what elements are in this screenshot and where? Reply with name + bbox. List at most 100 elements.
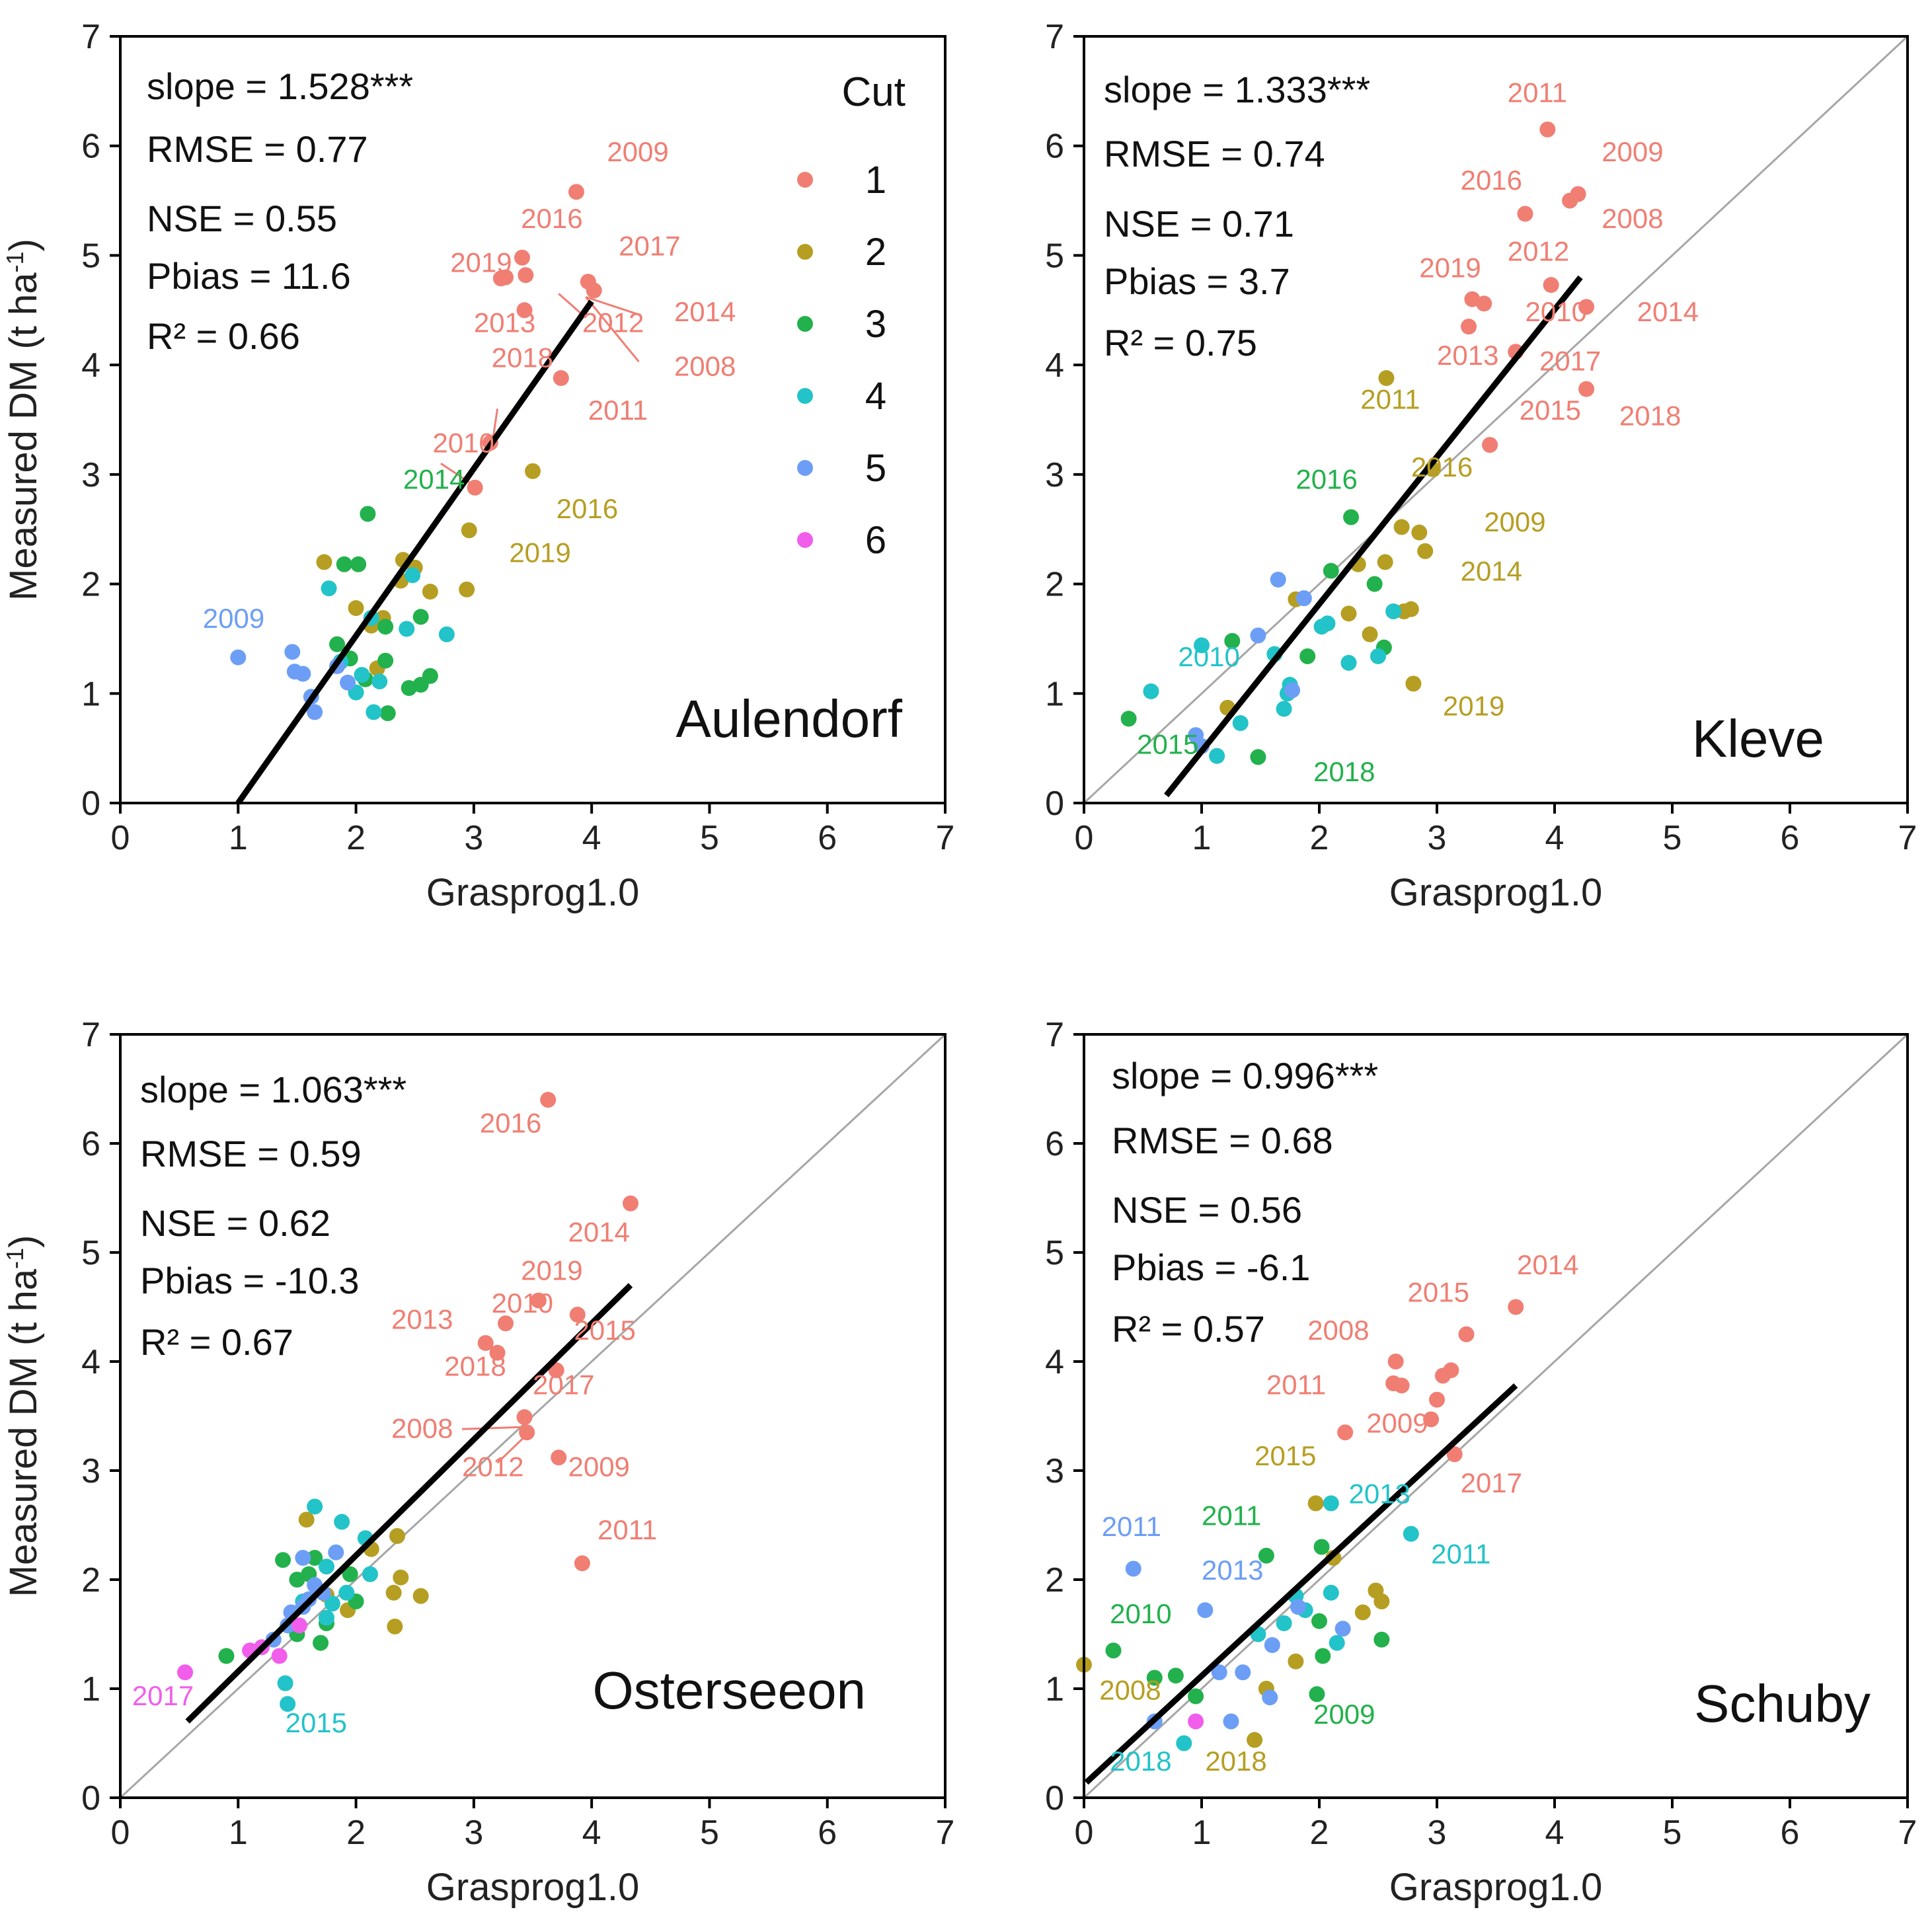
- data-point-cut-4: [1403, 1525, 1419, 1542]
- site-label: Aulendorf: [676, 689, 903, 748]
- data-point-cut-2: [1417, 543, 1434, 559]
- data-point-cut-4: [324, 1595, 340, 1612]
- data-point-cut-1: [540, 1092, 557, 1108]
- data-point-cut-2: [1247, 1732, 1263, 1748]
- x-tick-label: 7: [1898, 1814, 1917, 1852]
- x-tick-label: 2: [1310, 1814, 1329, 1852]
- stats-text: RMSE = 0.74: [1104, 133, 1325, 174]
- stats-text: Pbias = 3.7: [1104, 260, 1290, 302]
- x-tick-label: 4: [1545, 1814, 1565, 1852]
- data-point-cut-3: [329, 636, 346, 652]
- axes-frame: [1083, 1033, 1909, 1799]
- data-point-cut-3: [307, 1550, 323, 1566]
- data-point-cut-6: [271, 1648, 288, 1664]
- y-tick-label: 5: [1045, 237, 1064, 275]
- legend-marker: [797, 316, 813, 332]
- y-tick-label: 4: [1045, 1343, 1064, 1381]
- data-point-cut-5: [1264, 1637, 1280, 1653]
- data-point-cut-4: [307, 1498, 323, 1515]
- x-tick-label: 6: [1781, 819, 1800, 857]
- y-tick-label: 6: [1045, 1125, 1064, 1163]
- year-label: 2017: [1539, 345, 1601, 376]
- year-label: 2014: [1461, 556, 1522, 587]
- data-point-cut-2: [412, 1588, 429, 1604]
- data-point-cut-2: [1362, 626, 1378, 642]
- stats-text: slope = 0.996***: [1112, 1055, 1378, 1096]
- data-point-cut-6: [177, 1664, 194, 1681]
- year-label: 2019: [450, 247, 512, 278]
- data-point-cut-2: [348, 600, 364, 617]
- data-point-cut-3: [1258, 1547, 1274, 1564]
- year-label: 2013: [1202, 1555, 1263, 1586]
- data-point-cut-4: [354, 667, 370, 683]
- y-tick-label: 7: [1045, 1016, 1064, 1054]
- data-point-cut-5: [340, 674, 356, 691]
- year-label: 2016: [1411, 451, 1473, 482]
- x-tick-label: 4: [582, 1814, 601, 1852]
- data-point-cut-4: [280, 1696, 296, 1712]
- data-point-cut-4: [334, 1514, 350, 1530]
- legend-label: 1: [865, 159, 886, 202]
- x-tick-label: 5: [1663, 1814, 1682, 1852]
- stats-text: R² = 0.67: [140, 1321, 293, 1363]
- year-label: 2013: [1349, 1479, 1410, 1510]
- data-point-cut-1: [1482, 437, 1498, 453]
- year-label: 2015: [574, 1315, 635, 1346]
- data-point-cut-3: [218, 1648, 235, 1664]
- year-label: 2014: [1637, 296, 1699, 327]
- x-tick-label: 0: [1075, 1814, 1094, 1852]
- year-label: 2011: [1202, 1500, 1261, 1531]
- data-point-cut-4: [362, 1566, 378, 1582]
- x-tick-label: 6: [818, 819, 837, 857]
- data-point-cut-4: [1319, 615, 1336, 632]
- year-label: 2008: [674, 351, 736, 382]
- y-tick-label: 2: [1045, 566, 1064, 604]
- year-label: 2018: [1110, 1746, 1171, 1777]
- x-axis-label: Grasprog1.0: [1389, 871, 1602, 914]
- year-label: 2016: [557, 493, 618, 524]
- year-label: 2011: [1508, 77, 1567, 108]
- data-point-cut-5: [295, 666, 311, 682]
- data-point-cut-4: [438, 626, 455, 642]
- data-point-cut-5: [1250, 627, 1266, 644]
- year-label: 2010: [1110, 1598, 1171, 1629]
- stats-text: NSE = 0.55: [147, 198, 337, 239]
- data-point-cut-3: [360, 506, 376, 522]
- data-point-cut-6: [291, 1617, 307, 1634]
- data-point-cut-4: [1276, 1615, 1292, 1631]
- data-point-cut-3: [1250, 749, 1266, 765]
- data-point-cut-4: [321, 580, 337, 597]
- year-label: 2010: [432, 428, 494, 459]
- x-tick-label: 2: [346, 1814, 366, 1852]
- data-point-cut-5: [1223, 1713, 1239, 1730]
- data-point-cut-4: [1232, 715, 1249, 732]
- data-point-cut-5: [1197, 1602, 1214, 1619]
- legend-marker: [797, 172, 813, 188]
- year-label: 2018: [1313, 756, 1375, 787]
- data-point-cut-1: [1461, 319, 1477, 335]
- year-label: 2008: [391, 1413, 453, 1444]
- axes-frame: [119, 1033, 947, 1799]
- stats-text: NSE = 0.56: [1112, 1189, 1302, 1231]
- data-point-cut-3: [289, 1572, 305, 1588]
- year-label: 2017: [619, 230, 680, 261]
- data-point-cut-4: [319, 1609, 334, 1626]
- data-point-cut-3: [1299, 648, 1316, 664]
- regression-line: [1084, 1383, 1518, 1785]
- data-point-cut-5: [328, 1544, 344, 1560]
- data-point-cut-1: [1434, 1367, 1451, 1384]
- data-point-cut-1: [477, 1334, 494, 1351]
- year-label: 2011: [1102, 1511, 1161, 1542]
- y-tick-label: 5: [1045, 1234, 1064, 1272]
- x-tick-label: 3: [464, 819, 483, 857]
- data-point-cut-3: [1309, 1686, 1325, 1703]
- y-tick-label: 1: [81, 675, 100, 713]
- x-tick-label: 0: [1075, 819, 1094, 857]
- data-point-cut-1: [586, 282, 602, 299]
- x-tick-label: 1: [1192, 1814, 1212, 1852]
- data-point-cut-1: [530, 1292, 547, 1309]
- data-point-cut-5: [1235, 1664, 1251, 1681]
- data-point-cut-1: [1423, 1411, 1440, 1428]
- stats-text: R² = 0.75: [1104, 322, 1257, 364]
